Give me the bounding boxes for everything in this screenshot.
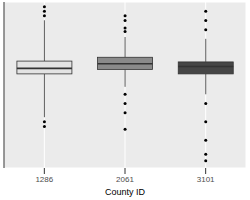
svg-text:County ID: County ID xyxy=(105,187,146,197)
svg-text:2061: 2061 xyxy=(116,175,134,184)
svg-text:3101: 3101 xyxy=(197,175,215,184)
svg-text:1286: 1286 xyxy=(35,175,53,184)
